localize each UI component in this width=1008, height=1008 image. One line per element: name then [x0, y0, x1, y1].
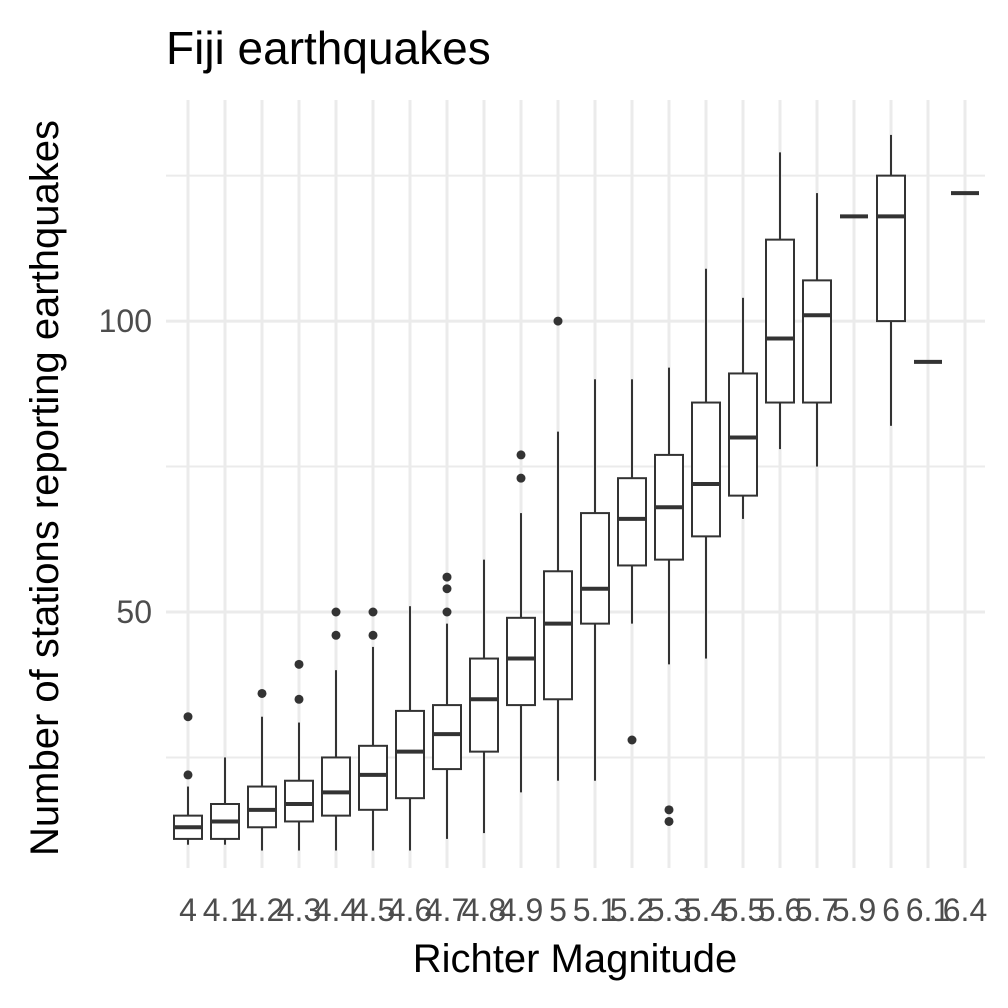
- y-axis-ticks: 50 100: [99, 303, 152, 630]
- x-tick-label: 4.1: [203, 892, 247, 928]
- outlier-point: [442, 572, 452, 582]
- outlier-point: [331, 630, 341, 640]
- box-group: [506, 450, 536, 793]
- box-iqr: [691, 401, 721, 538]
- box-iqr: [284, 779, 314, 823]
- box-iqr: [802, 279, 832, 404]
- box-group: [580, 379, 610, 781]
- box-group: [543, 316, 573, 781]
- x-tick-label: 6: [882, 892, 900, 928]
- outlier-point: [183, 770, 193, 780]
- box-group: [765, 152, 795, 450]
- x-tick-label: 4.6: [388, 892, 432, 928]
- outlier-point: [664, 805, 674, 815]
- box-group: [321, 607, 351, 851]
- box-series: [173, 134, 979, 851]
- x-tick-label: 4.5: [351, 892, 395, 928]
- box-group: [691, 268, 721, 659]
- x-tick-label: 4.8: [462, 892, 506, 928]
- x-tick-label: 4.4: [314, 892, 358, 928]
- y-axis-title: Number of stations reporting earthquakes: [23, 120, 67, 856]
- x-tick-label: 5.9: [832, 892, 876, 928]
- box-iqr: [321, 756, 351, 817]
- x-tick-label: 5.7: [795, 892, 839, 928]
- box-group: [802, 193, 832, 467]
- box-iqr: [395, 709, 425, 800]
- box-iqr: [876, 174, 906, 323]
- box-iqr: [432, 704, 462, 771]
- box-iqr: [247, 785, 277, 829]
- box-iqr: [506, 616, 536, 707]
- x-axis-title: Richter Magnitude: [413, 937, 738, 981]
- outlier-point: [183, 712, 193, 722]
- outlier-point: [627, 735, 637, 745]
- x-tick-label: 5.5: [721, 892, 765, 928]
- outlier-point: [442, 584, 452, 594]
- x-tick-label: 6.4: [943, 892, 987, 928]
- outlier-point: [294, 659, 304, 669]
- y-tick-label: 50: [116, 594, 152, 630]
- outlier-point: [516, 450, 526, 460]
- outlier-point: [442, 607, 452, 617]
- x-tick-label: 5.2: [610, 892, 654, 928]
- x-tick-label: 4.2: [240, 892, 284, 928]
- x-axis-ticks: 4 4.14.24.34.44.54.64.74.84.9 5 5.15.25.35.…: [179, 892, 987, 928]
- x-tick-label: 5.3: [647, 892, 691, 928]
- x-tick-label: 4.9: [499, 892, 543, 928]
- box-group: [728, 297, 758, 519]
- x-tick-label: 4: [179, 892, 197, 928]
- y-tick-label: 100: [99, 303, 152, 339]
- box-iqr: [765, 238, 795, 404]
- x-tick-label: 6.1: [906, 892, 950, 928]
- box-group: [469, 559, 499, 834]
- box-iqr: [617, 477, 647, 567]
- outlier-point: [257, 688, 267, 698]
- x-tick-label: 4.3: [277, 892, 321, 928]
- box-iqr: [728, 372, 758, 497]
- box-group: [358, 607, 388, 851]
- box-group: [876, 134, 906, 426]
- outlier-point: [553, 316, 563, 326]
- outlier-point: [331, 607, 341, 617]
- x-tick-label: 4.7: [425, 892, 469, 928]
- box-group: [210, 757, 240, 845]
- box-iqr: [358, 744, 388, 811]
- box-group: [247, 688, 277, 851]
- box-iqr: [543, 570, 573, 701]
- outlier-point: [368, 630, 378, 640]
- box-group: [654, 367, 684, 826]
- outlier-point: [368, 607, 378, 617]
- box-group: [617, 379, 647, 745]
- box-iqr: [580, 512, 610, 625]
- x-tick-label: 5.6: [758, 892, 802, 928]
- box-iqr: [469, 657, 499, 753]
- x-tick-label: 5.4: [684, 892, 728, 928]
- outlier-point: [664, 816, 674, 826]
- box-group: [395, 606, 425, 851]
- box-group: [173, 712, 203, 845]
- box-group: [284, 659, 314, 851]
- x-tick-label: 5.1: [573, 892, 617, 928]
- chart-title: Fiji earthquakes: [166, 22, 491, 74]
- box-group: [432, 572, 462, 839]
- x-tick-label: 5: [549, 892, 567, 928]
- outlier-point: [516, 473, 526, 483]
- outlier-point: [294, 694, 304, 704]
